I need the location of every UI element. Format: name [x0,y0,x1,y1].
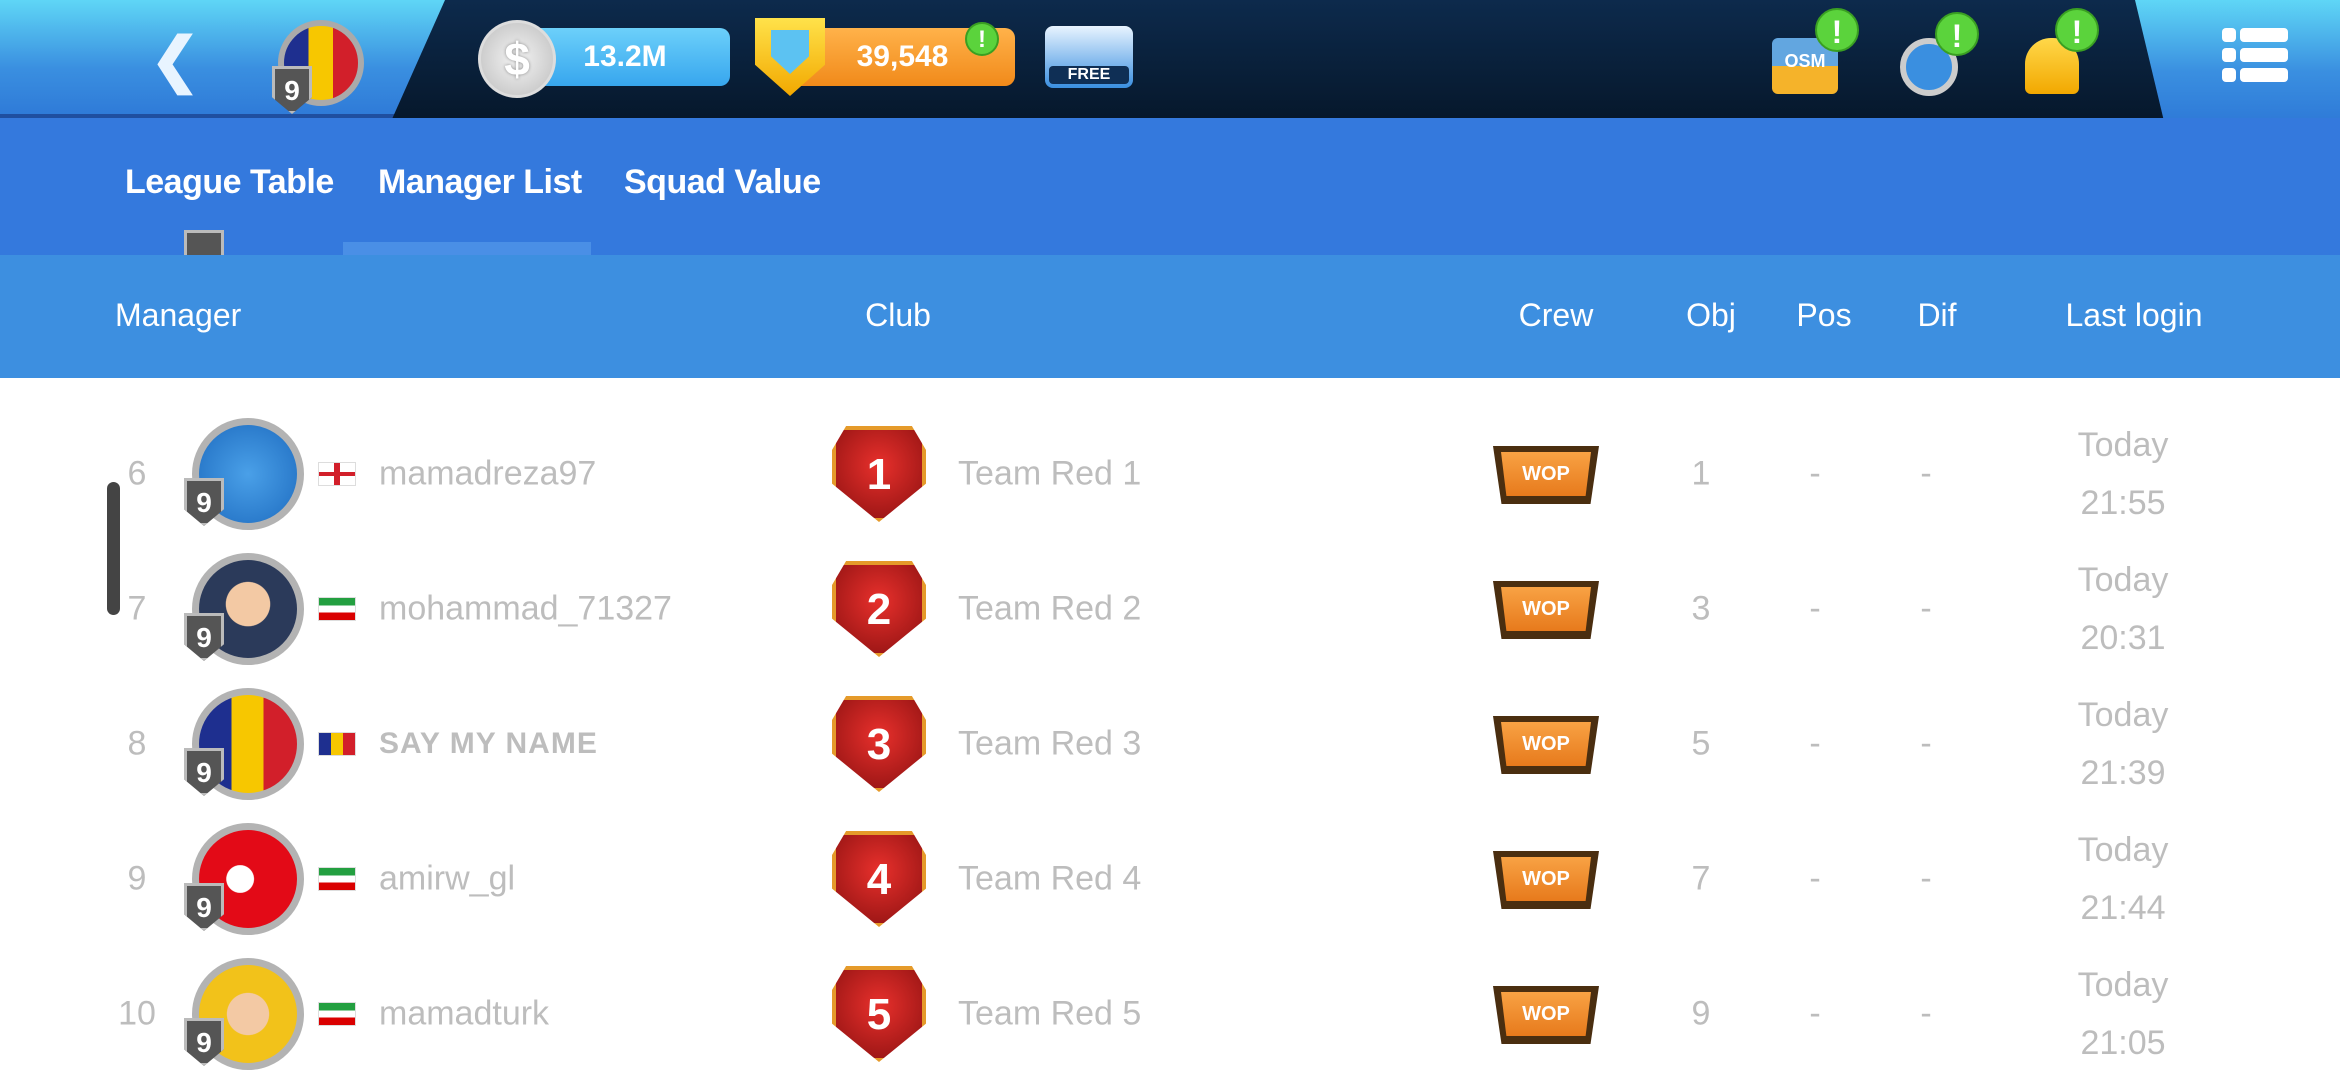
table-row[interactable]: 7 9 mohammad_71327 2 Team Red 2 WOP 3 - … [0,541,2340,676]
manager-name[interactable]: amirw_gl [379,859,516,897]
obj-value: 9 [1691,994,1711,1032]
login-time: 21:39 [2080,753,2166,792]
last-login: Today 21:44 [2078,821,2169,937]
col-obj[interactable]: Obj [1686,297,1736,333]
dif-value: - [1920,724,1932,762]
rank: 10 [118,994,156,1032]
dif-value: - [1920,454,1932,492]
club-name[interactable]: Team Red 4 [958,859,1142,897]
dif-value: - [1920,589,1932,627]
top-bar: ❮ 9 13.2M $ 39,548 ! FREE OSM ! ! ! [0,0,2340,120]
dif-value: - [1920,994,1932,1032]
club-name[interactable]: Team Red 2 [958,589,1142,627]
club-name[interactable]: Team Red 1 [958,454,1142,492]
col-last-login[interactable]: Last login [2065,297,2203,333]
col-manager[interactable]: Manager [115,297,242,333]
crew-badge[interactable]: WOP [1493,581,1599,639]
scrollbar[interactable] [107,482,120,615]
menu-icon[interactable] [2222,28,2290,84]
rank: 6 [127,454,147,492]
rank: 7 [127,589,147,627]
free-video-button[interactable]: FREE [1045,26,1133,88]
pos-value: - [1809,994,1821,1032]
club-shirt-icon: 3 [832,696,926,792]
right-panel [2135,0,2340,120]
tab-league-table[interactable]: League Table [125,163,334,201]
crew-label: WOP [1501,992,1591,1036]
crew-label: WOP [1501,452,1591,496]
crew-badge[interactable]: WOP [1493,851,1599,909]
crew-label: WOP [1501,722,1591,766]
col-dif[interactable]: Dif [1917,297,1957,333]
pos-value: - [1809,724,1821,762]
iran-flag-icon [318,597,356,621]
obj-value: 1 [1691,454,1711,492]
boss-coins-display[interactable]: 39,548 [790,28,1015,86]
alert-badge: ! [2055,8,2099,52]
crew-label: WOP [1501,587,1591,631]
col-pos[interactable]: Pos [1796,297,1852,333]
col-crew[interactable]: Crew [1518,297,1594,333]
login-day: Today [2077,830,2169,869]
active-tab-indicator [343,242,591,255]
club-shirt-icon: 5 [832,966,926,1062]
last-login: Today 20:31 [2078,551,2169,667]
iran-flag-icon [318,867,356,891]
table-row[interactable]: 10 9 mamadturk 5 Team Red 5 WOP 9 - - To… [0,946,2340,1081]
last-login: Today 21:39 [2078,686,2169,802]
login-day: Today [2077,965,2169,1004]
crew-badge[interactable]: WOP [1493,986,1599,1044]
club-shirt-icon: 1 [832,426,926,522]
col-club[interactable]: Club [865,297,931,333]
pos-value: - [1809,454,1821,492]
login-time: 21:44 [2080,888,2166,927]
table-row[interactable]: 9 9 amirw_gl 4 Team Red 4 WOP 7 - - Toda… [0,811,2340,946]
coin-icon: $ [478,20,556,98]
alert-badge: ! [1935,12,1979,56]
obj-value: 5 [1691,724,1711,762]
login-time: 20:31 [2080,618,2166,657]
manager-name[interactable]: SAY MY NAME [379,726,598,760]
dif-value: - [1920,859,1932,897]
free-label: FREE [1049,66,1129,84]
left-panel [0,0,445,120]
obj-value: 7 [1691,859,1711,897]
cash-display[interactable]: 13.2M [520,28,730,86]
last-login: Today 21:05 [2078,956,2169,1072]
rank: 9 [127,859,147,897]
crew-badge[interactable]: WOP [1493,716,1599,774]
manager-name[interactable]: mohammad_71327 [379,589,672,627]
back-button[interactable]: ❮ [150,26,201,93]
obj-value: 3 [1691,589,1711,627]
romania-flag-icon [318,732,356,756]
last-login: Today 21:55 [2078,416,2169,532]
club-shirt-icon: 4 [832,831,926,927]
club-name[interactable]: Team Red 5 [958,994,1142,1032]
tab-squad-value[interactable]: Squad Value [624,163,821,201]
login-day: Today [2077,560,2169,599]
manager-name[interactable]: mamadreza97 [379,454,597,492]
login-time: 21:55 [2080,483,2166,522]
table-header: Manager Club Crew Obj Pos Dif Last login [0,255,2340,378]
bag-label: OSM [1784,51,1826,71]
club-shirt-icon: 2 [832,561,926,657]
login-day: Today [2077,695,2169,734]
login-day: Today [2077,425,2169,464]
alert-badge: ! [965,22,999,56]
tab-bar: League Table Manager List Squad Value [0,118,2340,255]
england-flag-icon [318,462,356,486]
crew-label: WOP [1501,857,1591,901]
pos-value: - [1809,589,1821,627]
tab-manager-list[interactable]: Manager List [378,163,582,201]
rank: 8 [127,724,147,762]
login-time: 21:05 [2080,1023,2166,1062]
table-row[interactable]: 6 9 mamadreza97 1 Team Red 1 WOP 1 - - T… [0,406,2340,541]
manager-name[interactable]: mamadturk [379,994,550,1032]
crew-badge[interactable]: WOP [1493,446,1599,504]
alert-badge: ! [1815,8,1859,52]
pos-value: - [1809,859,1821,897]
club-name[interactable]: Team Red 3 [958,724,1142,762]
iran-flag-icon [318,1002,356,1026]
table-row[interactable]: 8 9 SAY MY NAME 3 Team Red 3 WOP 5 - - T… [0,676,2340,811]
